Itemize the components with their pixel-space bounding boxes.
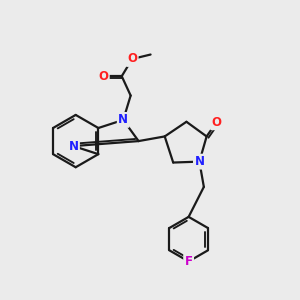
Text: O: O (212, 116, 221, 129)
Text: N: N (118, 113, 128, 126)
Text: O: O (98, 70, 108, 83)
Text: N: N (194, 155, 204, 168)
Text: N: N (68, 140, 79, 153)
Text: F: F (184, 255, 193, 268)
Text: O: O (127, 52, 137, 65)
